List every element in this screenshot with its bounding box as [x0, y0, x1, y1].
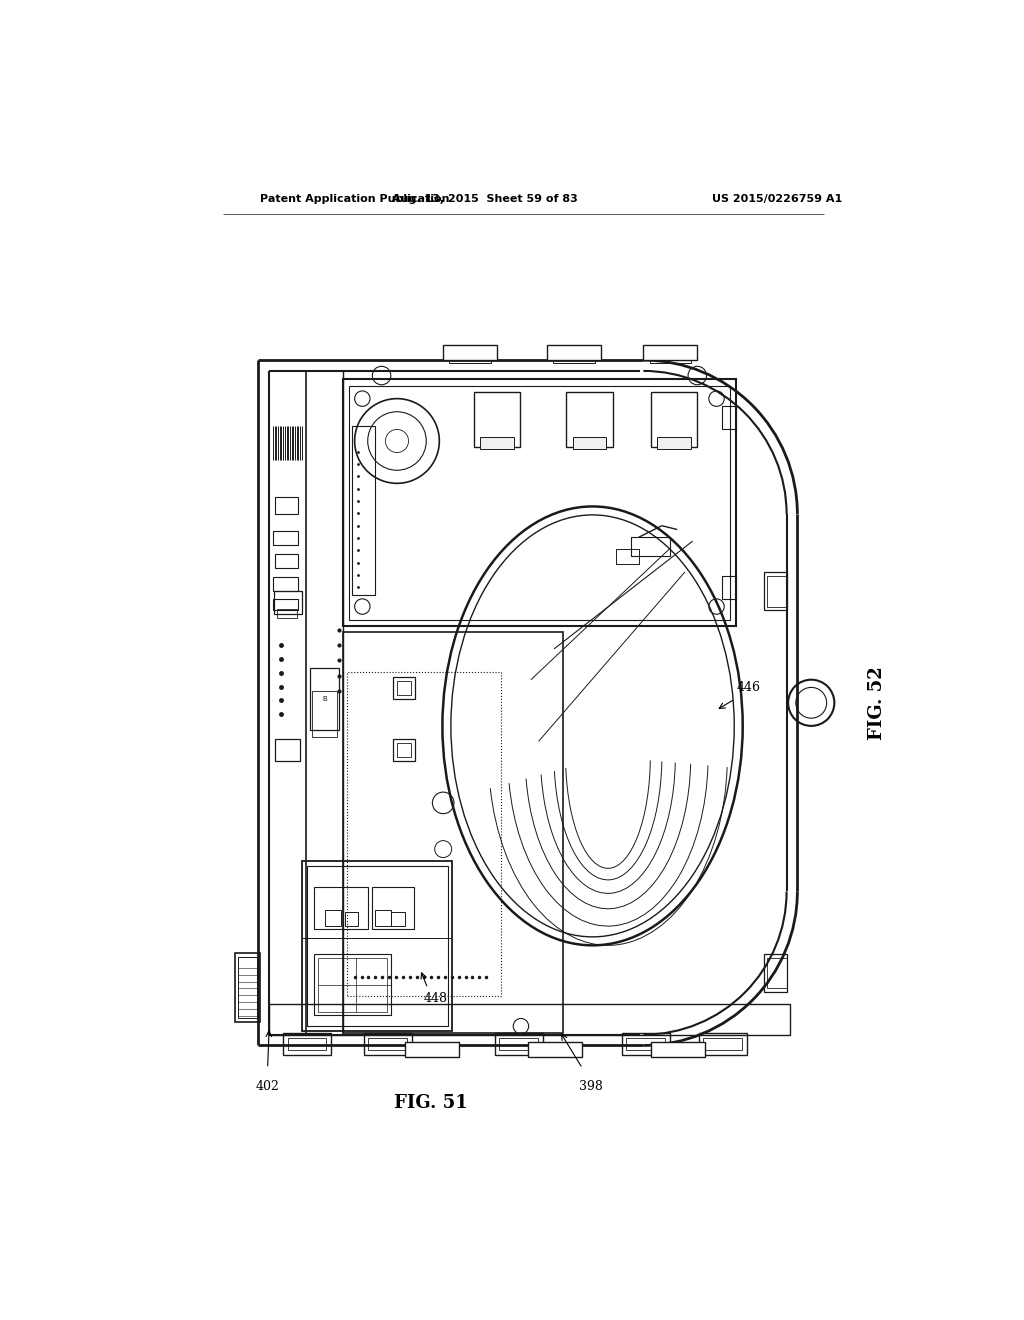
Bar — [326, 911, 341, 925]
Bar — [651, 392, 697, 447]
Text: Patent Application Publication: Patent Application Publication — [260, 194, 450, 205]
Bar — [500, 1038, 538, 1051]
Text: 398: 398 — [579, 1080, 602, 1093]
Bar — [622, 1034, 670, 1055]
Bar — [349, 385, 730, 619]
Bar — [369, 1038, 407, 1051]
Bar — [627, 1038, 665, 1051]
Bar — [528, 1041, 582, 1057]
Bar — [566, 392, 612, 447]
Bar — [649, 345, 691, 363]
Bar — [643, 345, 697, 360]
Bar — [450, 345, 490, 363]
Bar — [474, 392, 520, 447]
Bar — [698, 1034, 746, 1055]
Bar — [535, 1041, 575, 1053]
Bar — [273, 577, 298, 591]
Text: 402: 402 — [256, 1080, 280, 1093]
Bar — [657, 437, 691, 449]
Bar — [393, 739, 415, 760]
Bar — [273, 599, 298, 610]
Bar — [480, 437, 514, 449]
Bar — [288, 1038, 326, 1051]
Bar — [764, 572, 786, 610]
Bar — [273, 591, 301, 614]
Bar — [310, 668, 339, 730]
Text: 446: 446 — [736, 681, 761, 693]
Text: B: B — [323, 696, 327, 702]
Bar — [307, 866, 447, 1026]
Bar — [553, 345, 595, 363]
Bar — [345, 912, 358, 925]
Bar — [722, 576, 736, 599]
Bar — [343, 379, 736, 626]
Bar — [767, 958, 786, 989]
Bar — [239, 957, 257, 1019]
Text: Aug. 13, 2015  Sheet 59 of 83: Aug. 13, 2015 Sheet 59 of 83 — [392, 194, 578, 205]
Bar — [657, 1041, 698, 1053]
Bar — [404, 1041, 459, 1057]
Bar — [495, 1034, 543, 1055]
Bar — [275, 498, 298, 515]
Bar — [615, 549, 639, 564]
Text: US 2015/0226759 A1: US 2015/0226759 A1 — [713, 194, 843, 205]
Bar — [313, 954, 391, 1015]
Bar — [343, 632, 562, 1034]
Bar — [317, 958, 387, 1011]
Bar — [273, 531, 298, 545]
Bar — [393, 677, 415, 700]
Bar — [302, 862, 453, 1031]
Bar — [275, 739, 300, 760]
Bar — [397, 681, 411, 696]
Bar — [372, 887, 414, 929]
Bar — [364, 1034, 412, 1055]
Bar — [313, 887, 368, 929]
Bar — [376, 911, 391, 925]
Bar — [276, 609, 297, 618]
Bar — [269, 1003, 790, 1035]
Text: FIG. 51: FIG. 51 — [394, 1094, 468, 1113]
Bar — [631, 537, 670, 557]
Bar — [547, 345, 601, 360]
Bar — [764, 954, 786, 993]
Bar — [347, 672, 501, 997]
Bar — [397, 743, 411, 756]
Bar — [352, 425, 376, 595]
Bar — [411, 1041, 453, 1053]
Bar — [236, 953, 260, 1022]
Text: 448: 448 — [424, 993, 447, 1006]
Bar — [312, 692, 337, 738]
Bar — [767, 576, 786, 607]
Bar — [703, 1038, 742, 1051]
Bar — [443, 345, 497, 360]
Bar — [283, 1034, 331, 1055]
Bar — [722, 407, 736, 429]
Bar — [572, 437, 606, 449]
Text: FIG. 52: FIG. 52 — [868, 665, 887, 739]
Bar — [391, 912, 404, 925]
Bar — [275, 554, 298, 568]
Bar — [651, 1041, 705, 1057]
